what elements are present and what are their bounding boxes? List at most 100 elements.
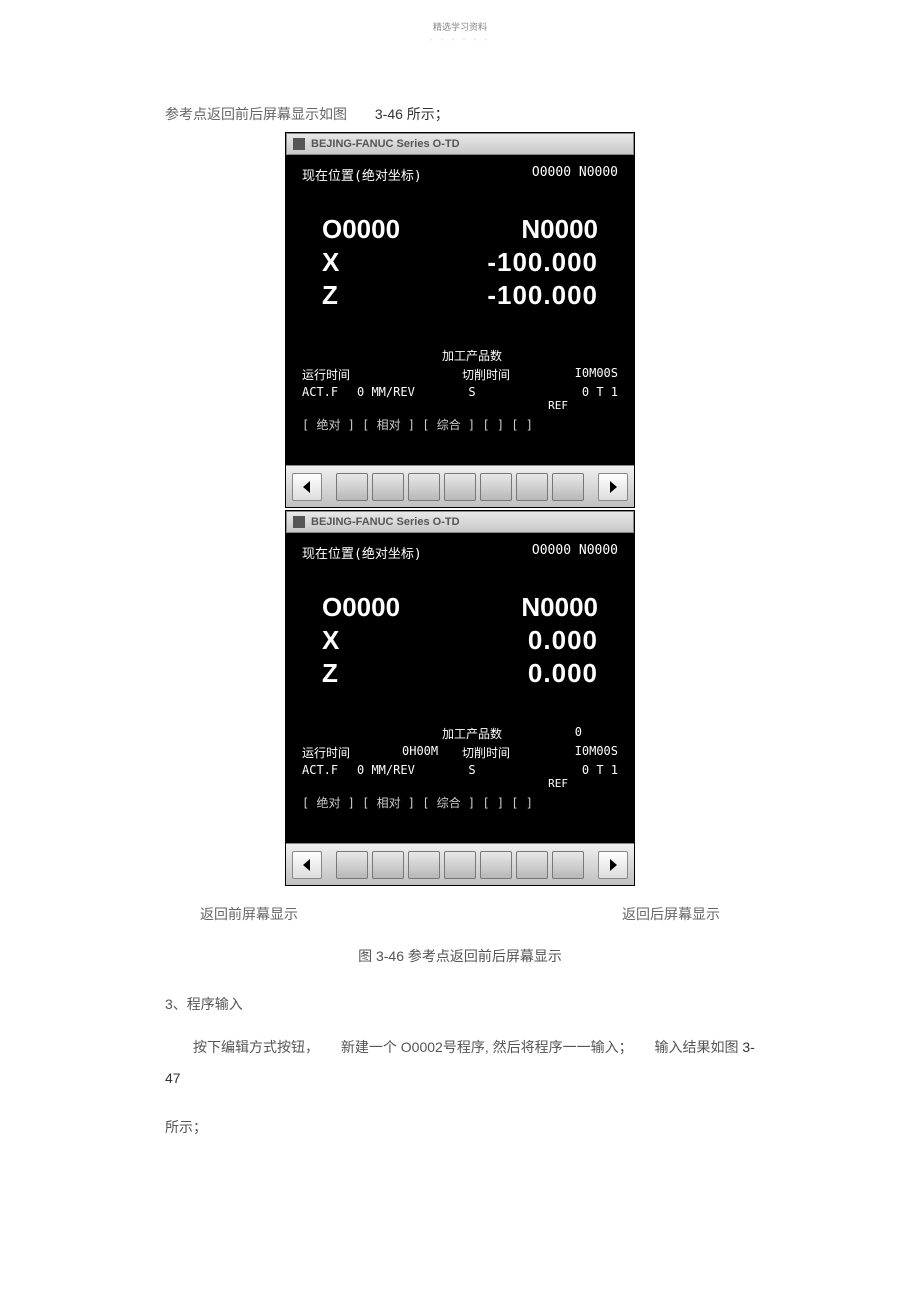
on-row: O0000 N0000 [302, 214, 618, 245]
caption-left: 返回前屏幕显示 [200, 904, 298, 924]
tabs-row: [ 绝对 ] [ 相对 ] [ 综合 ] [ ] [ ] [302, 416, 618, 433]
cnc-screen-after: 现在位置(绝对坐标) O0000 N0000 O0000 N0000 X 0.0… [286, 533, 634, 843]
chevron-left-icon [299, 479, 315, 495]
softkey-button[interactable] [516, 473, 548, 501]
x-val: 0.000 [528, 625, 598, 656]
para-a: 按下编辑方式按钮， [193, 1039, 319, 1055]
on-row: O0000 N0000 [302, 592, 618, 623]
tabs-text: [ 绝对 ] [ 相对 ] [ 综合 ] [ ] [ ] [302, 416, 533, 433]
r3c2: 0 MM/REV [357, 385, 447, 399]
intro-line: 参考点返回前后屏幕显示如图 3-46 所示； [165, 104, 755, 124]
titlebar-after: BEJING-FANUC Series O-TD [286, 511, 634, 533]
button-bar-before [286, 465, 634, 507]
next-arrow-button[interactable] [598, 851, 628, 879]
para-b: 新建一个 O0002号程序, 然后将程序一一输入； [341, 1039, 633, 1055]
top-row: 现在位置(绝对坐标) O0000 N0000 [302, 543, 618, 562]
x-val: -100.000 [487, 247, 598, 278]
prev-arrow-button[interactable] [292, 851, 322, 879]
r3c1: ACT.F [302, 385, 357, 399]
page-header-sub: - - - - - - [0, 35, 920, 44]
big-n: N0000 [521, 214, 598, 245]
big-o: O0000 [322, 214, 400, 245]
x-label: X [322, 625, 339, 656]
softkey-button[interactable] [516, 851, 548, 879]
next-arrow-button[interactable] [598, 473, 628, 501]
info-row1: 加工产品数 0 [302, 725, 618, 742]
big-o: O0000 [322, 592, 400, 623]
mid-block: 加工产品数 0 运行时间 0H00M 切削时间 I0M00S ACT.F 0 M… [302, 725, 618, 811]
r2c4: I0M00S [522, 744, 618, 761]
r3c2: 0 MM/REV [357, 763, 447, 777]
info-row2: 运行时间 0H00M 切削时间 I0M00S [302, 744, 618, 761]
softkey-button[interactable] [336, 851, 368, 879]
softkey-button[interactable] [408, 473, 440, 501]
z-label: Z [322, 658, 338, 689]
softkey-group [336, 473, 584, 501]
chevron-left-icon [299, 857, 315, 873]
content: 参考点返回前后屏幕显示如图 3-46 所示； BEJING-FANUC Seri… [0, 44, 920, 1182]
tabs-text: [ 绝对 ] [ 相对 ] [ 综合 ] [ ] [ ] [302, 794, 533, 811]
z-row: Z 0.000 [302, 658, 618, 689]
top-row: 现在位置(绝对坐标) O0000 N0000 [302, 165, 618, 184]
cnc-screen-before: 现在位置(绝对坐标) O0000 N0000 O0000 N0000 X -10… [286, 155, 634, 465]
r3c4: 0 T 1 [497, 763, 618, 777]
paragraph: 按下编辑方式按钮， 新建一个 O0002号程序, 然后将程序一一输入； 输入结果… [165, 1032, 755, 1094]
chevron-right-icon [605, 857, 621, 873]
tabs-row: [ 绝对 ] [ 相对 ] [ 综合 ] [ ] [ ] [302, 794, 618, 811]
top-right-label: O0000 N0000 [532, 165, 618, 184]
r2c3: 切削时间 [462, 744, 522, 761]
titlebar-before: BEJING-FANUC Series O-TD [286, 133, 634, 155]
ref-row: REF [302, 777, 618, 790]
r2c2: 0H00M [402, 744, 462, 761]
info-row2: 运行时间 切削时间 I0M00S [302, 366, 618, 383]
r2c1: 运行时间 [302, 744, 402, 761]
r1c2: 加工产品数 [442, 725, 522, 742]
intro-figref: 3-46 所示； [375, 106, 449, 122]
top-left-label: 现在位置(绝对坐标) [302, 543, 422, 562]
info-row3: ACT.F 0 MM/REV S 0 T 1 [302, 763, 618, 777]
intro-prefix: 参考点返回前后屏幕显示如图 [165, 106, 347, 122]
softkey-button[interactable] [336, 473, 368, 501]
r2c2 [402, 366, 462, 383]
softkey-button[interactable] [372, 851, 404, 879]
titlebar-icon [293, 516, 305, 528]
softkey-button[interactable] [444, 851, 476, 879]
softkey-button[interactable] [552, 473, 584, 501]
cnc-unit-before: BEJING-FANUC Series O-TD 现在位置(绝对坐标) O000… [285, 132, 635, 508]
section-3: 3、程序输入 [165, 994, 755, 1014]
button-bar-after [286, 843, 634, 885]
screens-wrap: BEJING-FANUC Series O-TD 现在位置(绝对坐标) O000… [165, 132, 755, 886]
cnc-unit-after: BEJING-FANUC Series O-TD 现在位置(绝对坐标) O000… [285, 510, 635, 886]
prev-arrow-button[interactable] [292, 473, 322, 501]
paragraph-end: 所示； [165, 1112, 755, 1143]
r3c3: S [447, 385, 497, 399]
r1c3 [522, 347, 582, 364]
softkey-button[interactable] [480, 473, 512, 501]
titlebar-text: BEJING-FANUC Series O-TD [311, 516, 460, 528]
ref-row: REF [302, 399, 618, 412]
softkey-group [336, 851, 584, 879]
softkey-button[interactable] [444, 473, 476, 501]
top-left-label: 现在位置(绝对坐标) [302, 165, 422, 184]
z-label: Z [322, 280, 338, 311]
r1c1 [302, 725, 442, 742]
z-row: Z -100.000 [302, 280, 618, 311]
r3c4: 0 T 1 [497, 385, 618, 399]
softkey-button[interactable] [552, 851, 584, 879]
info-row3: ACT.F 0 MM/REV S 0 T 1 [302, 385, 618, 399]
figure-caption: 图 3-46 参考点返回前后屏幕显示 [165, 946, 755, 966]
r1c2: 加工产品数 [442, 347, 522, 364]
softkey-button[interactable] [372, 473, 404, 501]
softkey-button[interactable] [480, 851, 512, 879]
caption-right: 返回后屏幕显示 [622, 904, 720, 924]
para-c: 输入结果如图 [654, 1039, 738, 1055]
r2c3: 切削时间 [462, 366, 522, 383]
r3c3: S [447, 763, 497, 777]
top-right-label: O0000 N0000 [532, 543, 618, 562]
softkey-button[interactable] [408, 851, 440, 879]
caption-row: 返回前屏幕显示 返回后屏幕显示 [200, 904, 720, 924]
r3c1: ACT.F [302, 763, 357, 777]
z-val: -100.000 [487, 280, 598, 311]
info-row1: 加工产品数 [302, 347, 618, 364]
r1c3: 0 [522, 725, 582, 742]
